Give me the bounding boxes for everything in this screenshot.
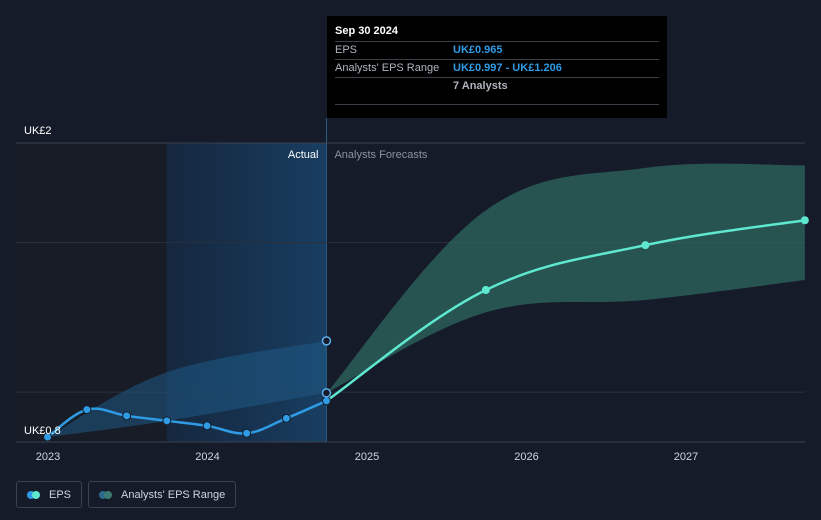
- x-tick-label: 2027: [674, 451, 698, 463]
- legend: EPS Analysts' EPS Range: [16, 481, 237, 508]
- legend-range-label: Analysts' EPS Range: [121, 488, 226, 501]
- data-point: [281, 413, 291, 423]
- data-point: [43, 432, 53, 442]
- legend-range-dot-b: [104, 490, 113, 499]
- tooltip-eps-value: UK£0.965: [453, 44, 503, 56]
- region-label-actual: Actual: [288, 149, 319, 161]
- legend-eps-swatch-icon: [27, 490, 41, 499]
- tooltip-analysts-value: 7 Analysts: [453, 80, 508, 92]
- legend-range-dot-a: [99, 490, 108, 499]
- legend-eps-dot-b: [32, 490, 40, 499]
- data-point: [641, 241, 650, 250]
- series-line-eps-forecast: [325, 218, 805, 403]
- data-point: [122, 411, 132, 421]
- legend-item-eps[interactable]: EPS: [16, 481, 83, 508]
- y-axis-label-bottom: UK£0.8: [24, 425, 61, 437]
- tooltip-date: Sep 30 2024: [335, 25, 398, 37]
- data-point: [202, 421, 212, 431]
- tooltip-range-label: Analysts' EPS Range: [335, 62, 440, 74]
- range-high-marker: [321, 336, 332, 346]
- range-band-forecast: [326, 163, 805, 393]
- legend-item-eps-range[interactable]: Analysts' EPS Range: [88, 481, 237, 508]
- data-point: [242, 428, 252, 438]
- y-axis-label-top: UK£2: [24, 125, 52, 137]
- tooltip-analysts-label: [335, 78, 453, 104]
- tooltip-row-analysts: 7 Analysts: [335, 77, 659, 105]
- tooltip-range-value: UK£0.997 - UK£1.206: [453, 62, 562, 74]
- x-tick-label: 2025: [355, 451, 379, 463]
- data-point: [321, 396, 331, 406]
- tooltip-row-range: Analysts' EPS Range UK£0.997 - UK£1.206: [335, 59, 659, 77]
- x-tick-label: 2026: [514, 451, 538, 463]
- legend-range-swatch-icon: [99, 490, 113, 499]
- region-label-forecast: Analysts Forecasts: [334, 149, 427, 161]
- data-point: [800, 216, 809, 225]
- tooltip-eps-label: EPS: [335, 44, 358, 56]
- range-low-marker: [321, 388, 332, 398]
- x-tick-label: 2024: [195, 451, 219, 463]
- legend-eps-dot-a: [27, 490, 35, 499]
- x-tick-label: 2023: [36, 451, 60, 463]
- legend-eps-label: EPS: [49, 488, 72, 501]
- data-point: [82, 405, 92, 415]
- tooltip-row-eps: EPS UK£0.965: [335, 41, 659, 59]
- data-point: [162, 416, 172, 426]
- data-point: [481, 286, 490, 295]
- tooltip-panel: Sep 30 2024 EPS UK£0.965 Analysts' EPS R…: [327, 16, 667, 118]
